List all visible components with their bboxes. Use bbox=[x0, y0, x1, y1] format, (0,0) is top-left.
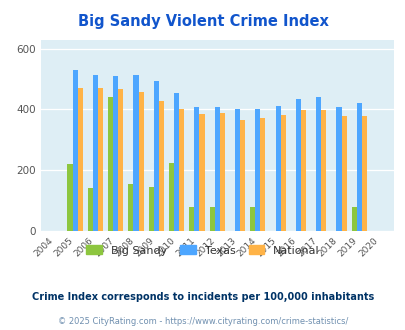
Bar bbox=[275, 107, 280, 231]
Legend: Big Sandy, Texas, National: Big Sandy, Texas, National bbox=[81, 241, 324, 260]
Bar bbox=[280, 115, 285, 231]
Bar bbox=[179, 109, 184, 231]
Bar bbox=[356, 103, 361, 231]
Bar bbox=[98, 87, 103, 231]
Bar bbox=[315, 97, 320, 231]
Bar bbox=[320, 111, 326, 231]
Bar bbox=[153, 81, 158, 231]
Bar bbox=[67, 164, 72, 231]
Bar bbox=[128, 184, 133, 231]
Bar bbox=[138, 92, 143, 231]
Bar bbox=[300, 110, 305, 231]
Bar bbox=[194, 107, 199, 231]
Bar bbox=[295, 99, 300, 231]
Bar bbox=[234, 110, 239, 231]
Bar bbox=[158, 101, 164, 231]
Bar bbox=[199, 114, 204, 231]
Bar bbox=[118, 89, 123, 231]
Bar bbox=[174, 93, 179, 231]
Bar bbox=[249, 207, 255, 231]
Bar bbox=[351, 207, 356, 231]
Bar bbox=[148, 187, 153, 231]
Bar bbox=[93, 75, 98, 231]
Bar bbox=[108, 97, 113, 231]
Bar bbox=[209, 207, 214, 231]
Bar bbox=[87, 188, 93, 231]
Bar bbox=[255, 109, 260, 231]
Bar bbox=[260, 118, 265, 231]
Bar bbox=[72, 70, 77, 231]
Text: Big Sandy Violent Crime Index: Big Sandy Violent Crime Index bbox=[77, 14, 328, 29]
Bar bbox=[77, 88, 83, 231]
Bar bbox=[361, 116, 366, 231]
Bar bbox=[113, 76, 118, 231]
Bar bbox=[214, 107, 219, 231]
Bar bbox=[219, 114, 224, 231]
Text: © 2025 CityRating.com - https://www.cityrating.com/crime-statistics/: © 2025 CityRating.com - https://www.city… bbox=[58, 317, 347, 326]
Text: Crime Index corresponds to incidents per 100,000 inhabitants: Crime Index corresponds to incidents per… bbox=[32, 292, 373, 302]
Bar bbox=[168, 163, 174, 231]
Bar bbox=[133, 75, 138, 231]
Bar bbox=[341, 116, 346, 231]
Bar bbox=[189, 207, 194, 231]
Bar bbox=[239, 120, 245, 231]
Bar bbox=[336, 107, 341, 231]
